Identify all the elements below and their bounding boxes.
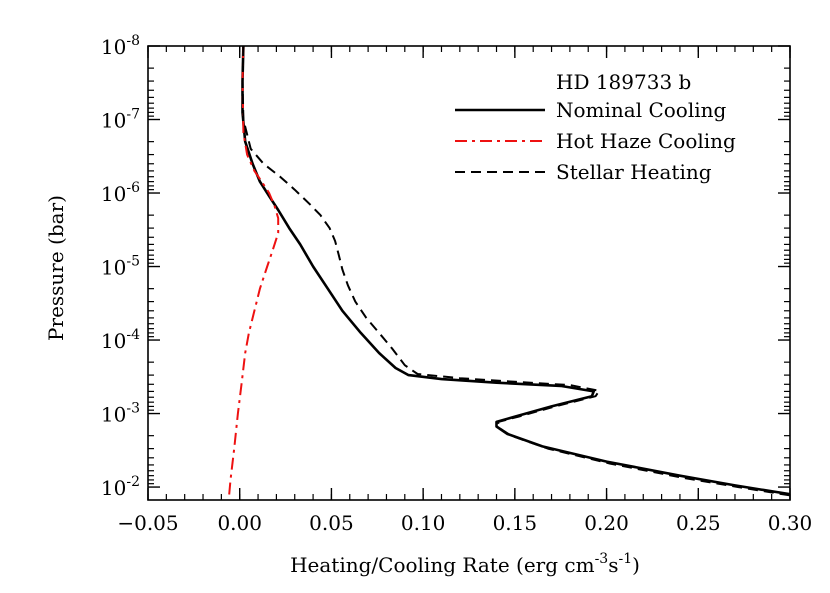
y-tick-label: 10-2 [101,474,140,500]
y-axis-title: Pressure (bar) [44,195,68,341]
x-tick-label: 0.00 [217,511,262,535]
series-line-2 [241,46,790,497]
y-tick-label: 10-6 [101,180,140,206]
legend-label-1: Hot Haze Cooling [556,129,736,153]
x-axis-title: Heating/Cooling Rate (erg cm-3s-1) [290,551,640,577]
plot-frame [147,45,791,501]
x-tick-label: 0.05 [309,511,354,535]
x-tick-label: 0.20 [584,511,629,535]
y-tick-label: 10-4 [101,327,140,353]
tick-labels-layer: −0.05 0.00 0.05 0.10 0.15 0.20 0.25 0.30 10-8 10-… [101,33,812,535]
legend-label-0: Nominal Cooling [556,98,727,122]
ticks-layer [147,45,791,500]
x-tick-label: 0.15 [493,511,538,535]
x-tick-label: 0.25 [676,511,721,535]
y-tick-label: 10-3 [101,401,140,427]
y-tick-label: 10-7 [101,107,140,133]
series-layer [227,46,790,500]
legend-title: HD 189733 b [556,70,691,94]
y-tick-label: 10-8 [101,33,140,59]
y-tick-label: 10-5 [101,254,140,280]
legend-label-2: Stellar Heating [556,160,712,184]
x-tick-label: −0.05 [117,511,178,535]
series-line-1 [227,46,280,500]
x-tick-label: 0.10 [401,511,446,535]
x-tick-label: 0.30 [768,511,813,535]
legend: HD 189733 b Nominal Cooling Hot Haze Cool… [455,70,736,184]
